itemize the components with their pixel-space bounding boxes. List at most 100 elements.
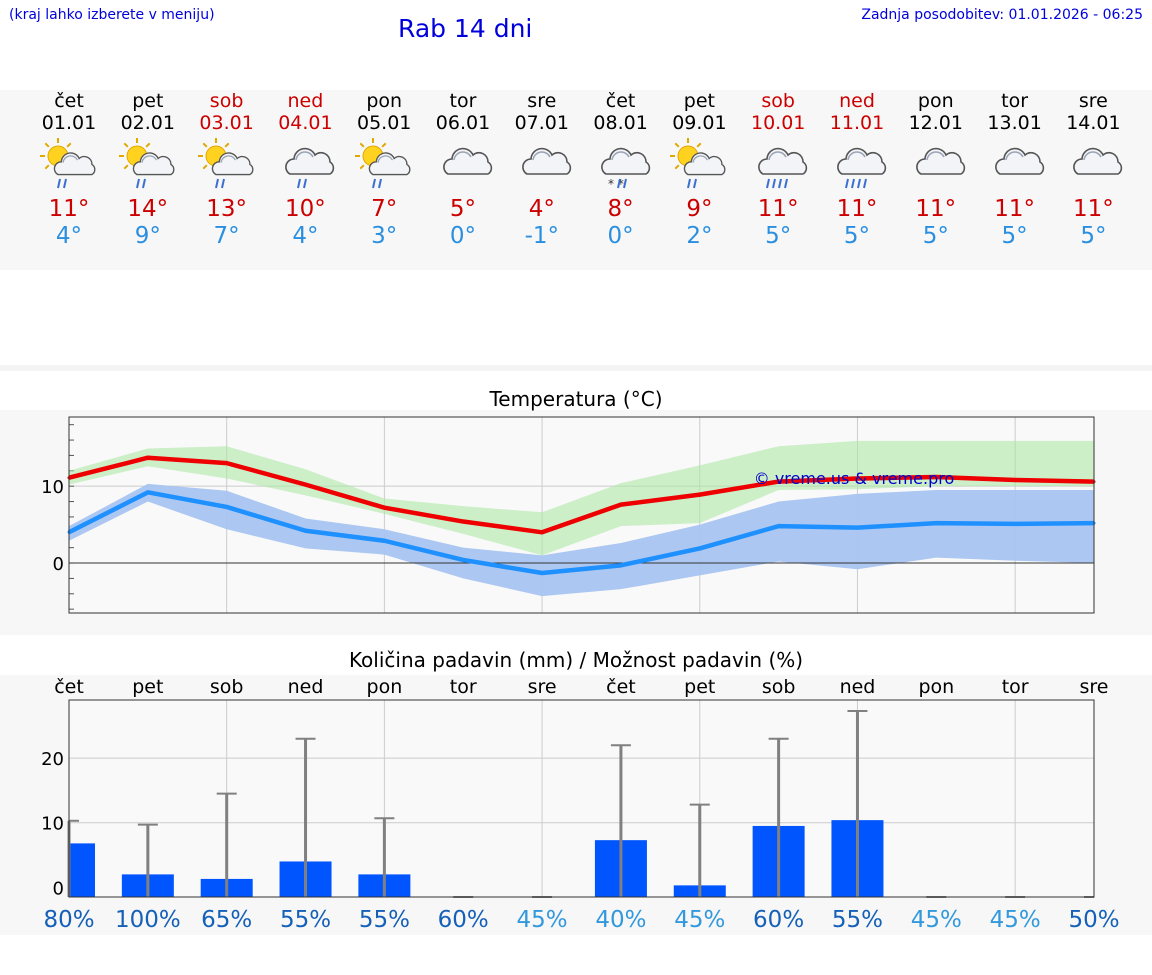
max-temp-range-band bbox=[69, 440, 1094, 556]
x-category-label: sob bbox=[762, 676, 796, 698]
min-temp-point bbox=[698, 546, 702, 550]
min-temp: 0° bbox=[449, 223, 477, 249]
max-temp: 9° bbox=[686, 196, 713, 222]
day-date: 12.01 bbox=[908, 112, 963, 134]
cloud-icon bbox=[443, 147, 493, 175]
day-name: tor bbox=[449, 90, 477, 112]
max-temp: 11° bbox=[915, 196, 957, 222]
min-temp: -1° bbox=[524, 223, 560, 249]
min-temp: 4° bbox=[292, 223, 319, 249]
day-name: sob bbox=[761, 90, 795, 112]
min-temp: 2° bbox=[686, 223, 713, 249]
min-temp-point bbox=[225, 505, 229, 509]
min-temp-line bbox=[67, 490, 1095, 576]
cloud-sleet-icon: * * bbox=[600, 147, 650, 191]
min-temp-point bbox=[619, 563, 623, 567]
min-temp-point bbox=[1013, 522, 1017, 526]
precipitation-plot-frame bbox=[68, 699, 1095, 898]
min-temp-point bbox=[146, 490, 150, 494]
y-tick-label: 10 bbox=[41, 477, 64, 498]
day-name: ned bbox=[287, 90, 324, 112]
max-temp-line bbox=[68, 455, 1095, 535]
x-category-label: ned bbox=[840, 676, 876, 698]
day-column: pon 05.01 7° 3° bbox=[345, 90, 423, 250]
min-temp: 3° bbox=[371, 223, 398, 249]
day-date: 01.01 bbox=[41, 112, 97, 134]
temperature-chart-title: Temperatura (°C) bbox=[489, 387, 663, 411]
day-column: čet 08.01 * * 8° 0° bbox=[582, 90, 660, 250]
day-column: pet 02.01 14° 9° bbox=[109, 90, 187, 250]
day-column: sob 03.01 13° 7° bbox=[188, 90, 266, 250]
min-temp: 5° bbox=[1001, 223, 1028, 249]
precip-probability-label: 60% bbox=[438, 907, 489, 933]
x-category-label: pet bbox=[132, 676, 163, 698]
x-category-label: tor bbox=[450, 676, 477, 698]
max-temp: 10° bbox=[285, 196, 326, 222]
x-category-label: pon bbox=[918, 676, 954, 698]
last-updated: Zadnja posodobitev: 01.01.2026 - 06:25 bbox=[861, 7, 1143, 23]
sun-cloud-rain-icon bbox=[40, 138, 96, 189]
day-column: sre 14.01 11° 5° bbox=[1054, 90, 1132, 250]
day-column: sre 07.01 4° -1° bbox=[503, 90, 581, 250]
x-category-label: čet bbox=[54, 676, 84, 698]
max-temp-point bbox=[146, 456, 150, 460]
min-temp-point bbox=[461, 558, 465, 562]
day-name: pon bbox=[917, 90, 954, 112]
x-category-label: čet bbox=[606, 676, 636, 698]
min-temp-point bbox=[777, 524, 781, 528]
x-category-label: tor bbox=[1002, 676, 1029, 698]
x-category-label: sre bbox=[528, 676, 557, 698]
min-temp: 5° bbox=[1080, 223, 1107, 249]
cloud-icon bbox=[1073, 147, 1123, 175]
max-temp: 11° bbox=[757, 196, 799, 222]
max-temp-point bbox=[461, 520, 465, 524]
day-column: sob 10.01 11° 5° bbox=[739, 90, 817, 250]
cloud-icon bbox=[994, 147, 1044, 175]
max-temp-point bbox=[698, 493, 702, 497]
x-category-label: pon bbox=[367, 676, 403, 698]
precip-probability-label: 45% bbox=[911, 907, 962, 933]
max-temp-point bbox=[855, 476, 859, 480]
day-date: 11.01 bbox=[829, 112, 885, 134]
day-name: sob bbox=[209, 90, 244, 112]
day-name: pet bbox=[132, 90, 164, 112]
min-temp-point bbox=[855, 526, 859, 530]
precip-probability-label: 50% bbox=[1068, 907, 1119, 933]
day-date: 04.01 bbox=[278, 112, 333, 134]
max-temp-point bbox=[934, 475, 938, 479]
min-temp: 5° bbox=[843, 223, 871, 249]
precip-probability-label: 45% bbox=[674, 907, 725, 933]
y-tick-label: 20 bbox=[41, 749, 64, 770]
max-temp-point bbox=[619, 503, 623, 507]
max-temp: 11° bbox=[1073, 196, 1114, 222]
menu-note[interactable]: (kraj lahko izberete v meniju) bbox=[9, 7, 215, 23]
max-temp: 11° bbox=[48, 196, 90, 222]
day-date: 02.01 bbox=[120, 112, 175, 134]
day-date: 14.01 bbox=[1066, 112, 1121, 134]
page-title: Rab 14 dni bbox=[398, 14, 533, 43]
min-temp: 0° bbox=[607, 223, 634, 249]
max-temp: 4° bbox=[528, 196, 555, 222]
precip-bar bbox=[69, 843, 95, 897]
sun-cloud-rain-icon bbox=[670, 138, 726, 189]
min-temp: 4° bbox=[55, 223, 83, 249]
day-date: 05.01 bbox=[356, 112, 412, 134]
max-temp: 11° bbox=[994, 196, 1035, 222]
sun-cloud-rain-icon bbox=[118, 138, 175, 189]
precip-probability-label: 45% bbox=[517, 907, 568, 933]
divider bbox=[0, 365, 1152, 371]
day-name: pon bbox=[366, 90, 403, 112]
day-name: ned bbox=[839, 90, 875, 112]
max-temp: 5° bbox=[449, 196, 477, 222]
x-category-label: ned bbox=[288, 676, 324, 698]
temperature-plot-frame bbox=[68, 416, 1095, 614]
min-temp: 5° bbox=[765, 223, 792, 249]
max-temp: 11° bbox=[836, 196, 878, 222]
precip-probability-label: 100% bbox=[115, 907, 181, 933]
max-temp-point bbox=[777, 480, 781, 484]
day-column: ned 11.01 11° 5° bbox=[818, 90, 896, 250]
day-name: sre bbox=[1078, 90, 1108, 112]
precip-probability-label: 55% bbox=[359, 907, 410, 933]
precip-probability-label: 55% bbox=[280, 907, 331, 933]
